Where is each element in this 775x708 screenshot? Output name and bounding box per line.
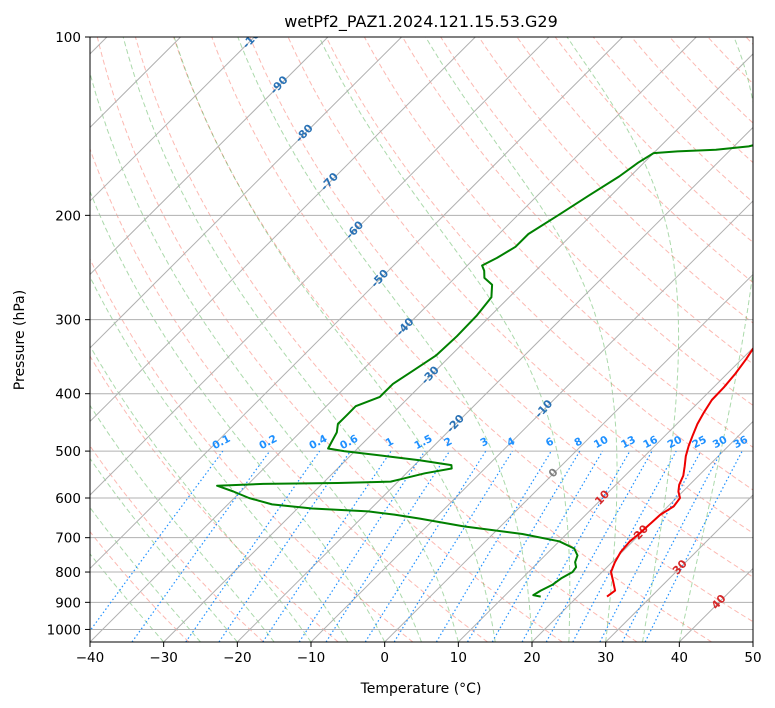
x-tick-label: −30 — [149, 650, 178, 666]
moist-adiabat — [237, 37, 533, 642]
x-tick-label: 30 — [597, 650, 614, 666]
dry-adiabat — [516, 37, 753, 284]
y-tick-label: 800 — [55, 565, 81, 581]
x-tick-label: −20 — [223, 650, 252, 666]
x-tick-label: −40 — [76, 650, 105, 666]
chart-title: wetPf2_PAZ1.2024.121.15.53.G29 — [284, 12, 558, 32]
y-tick-label: 500 — [55, 444, 81, 460]
y-tick-label: 300 — [55, 313, 81, 329]
moist-adiabat — [566, 37, 680, 642]
mixing-ratio-line — [521, 450, 631, 642]
isotherm — [90, 37, 402, 349]
isotherm — [90, 37, 697, 642]
mixing-ratio-line — [185, 450, 321, 642]
isotherm — [90, 37, 329, 276]
y-tick-label: 700 — [55, 531, 81, 547]
dry-adiabat — [90, 530, 190, 642]
y-tick-label: 900 — [55, 595, 81, 611]
x-axis-label: Temperature (°C) — [360, 681, 482, 697]
mixing-ratio-line — [572, 450, 677, 642]
dry-adiabat — [90, 355, 339, 642]
dry-adiabat — [592, 37, 753, 203]
y-tick-label: 400 — [55, 387, 81, 403]
isotherm — [605, 494, 753, 642]
moist-adiabat — [90, 275, 349, 642]
y-axis-label: Pressure (hPa) — [12, 290, 28, 390]
isotherm — [90, 37, 623, 570]
y-tick-label: 100 — [55, 30, 81, 46]
dry-adiabat — [478, 37, 753, 324]
moist-adiabat — [122, 37, 459, 642]
dewpoint-profile-line — [216, 144, 753, 598]
dry-adiabat — [173, 37, 712, 642]
temperature-profile-line — [606, 346, 753, 598]
isotherm — [90, 37, 550, 496]
moist-adiabat — [173, 37, 496, 642]
x-tick-label: 50 — [744, 650, 761, 666]
dry-adiabat — [134, 37, 638, 642]
x-tick-label: −10 — [297, 650, 326, 666]
plot-frame — [89, 36, 754, 643]
mixing-ratio-line — [491, 450, 604, 642]
moist-adiabat — [90, 457, 238, 642]
moist-adiabat — [90, 345, 312, 642]
dry-adiabat — [211, 37, 753, 623]
dry-adiabat — [287, 37, 753, 534]
isotherm — [163, 53, 753, 642]
isotherm — [310, 200, 753, 642]
y-tick-label: 200 — [55, 208, 81, 224]
mixing-ratio-line — [364, 450, 487, 642]
mixing-ratio-line — [545, 450, 653, 642]
isotherm — [90, 37, 255, 202]
axes: −40 −30 −20 −10 0 10 20 30 40 50 100 200 300 400 500 60… — [47, 30, 762, 666]
moist-adiabat — [90, 71, 422, 642]
x-tick-label: 10 — [450, 650, 467, 666]
isotherm — [236, 126, 753, 642]
plot-area: 0.10.20.40.611.52346810131620253036-100-… — [90, 37, 753, 642]
mixing-ratio-line — [435, 450, 552, 642]
isotherm — [531, 420, 753, 642]
dry-adiabat — [96, 37, 563, 642]
x-tick-label: 0 — [380, 650, 389, 666]
y-tick-label: 600 — [55, 491, 81, 507]
dry-adiabat — [90, 258, 414, 642]
y-tick-label: 1000 — [47, 622, 81, 638]
x-tick-label: 40 — [671, 650, 688, 666]
mixing-ratio-line — [131, 450, 271, 642]
x-tick-label: 20 — [523, 650, 540, 666]
dry-adiabat — [325, 37, 753, 491]
moist-adiabat — [318, 37, 571, 642]
mixing-ratio-line — [466, 450, 581, 642]
moist-adiabat — [425, 37, 618, 642]
mixing-ratio-line — [393, 450, 513, 642]
dry-adiabat — [402, 37, 753, 406]
moist-adiabat — [90, 506, 201, 642]
mixing-ratio-line — [325, 450, 451, 642]
isotherm — [90, 37, 476, 423]
dry-adiabat — [90, 147, 488, 642]
isotherm — [384, 273, 753, 642]
